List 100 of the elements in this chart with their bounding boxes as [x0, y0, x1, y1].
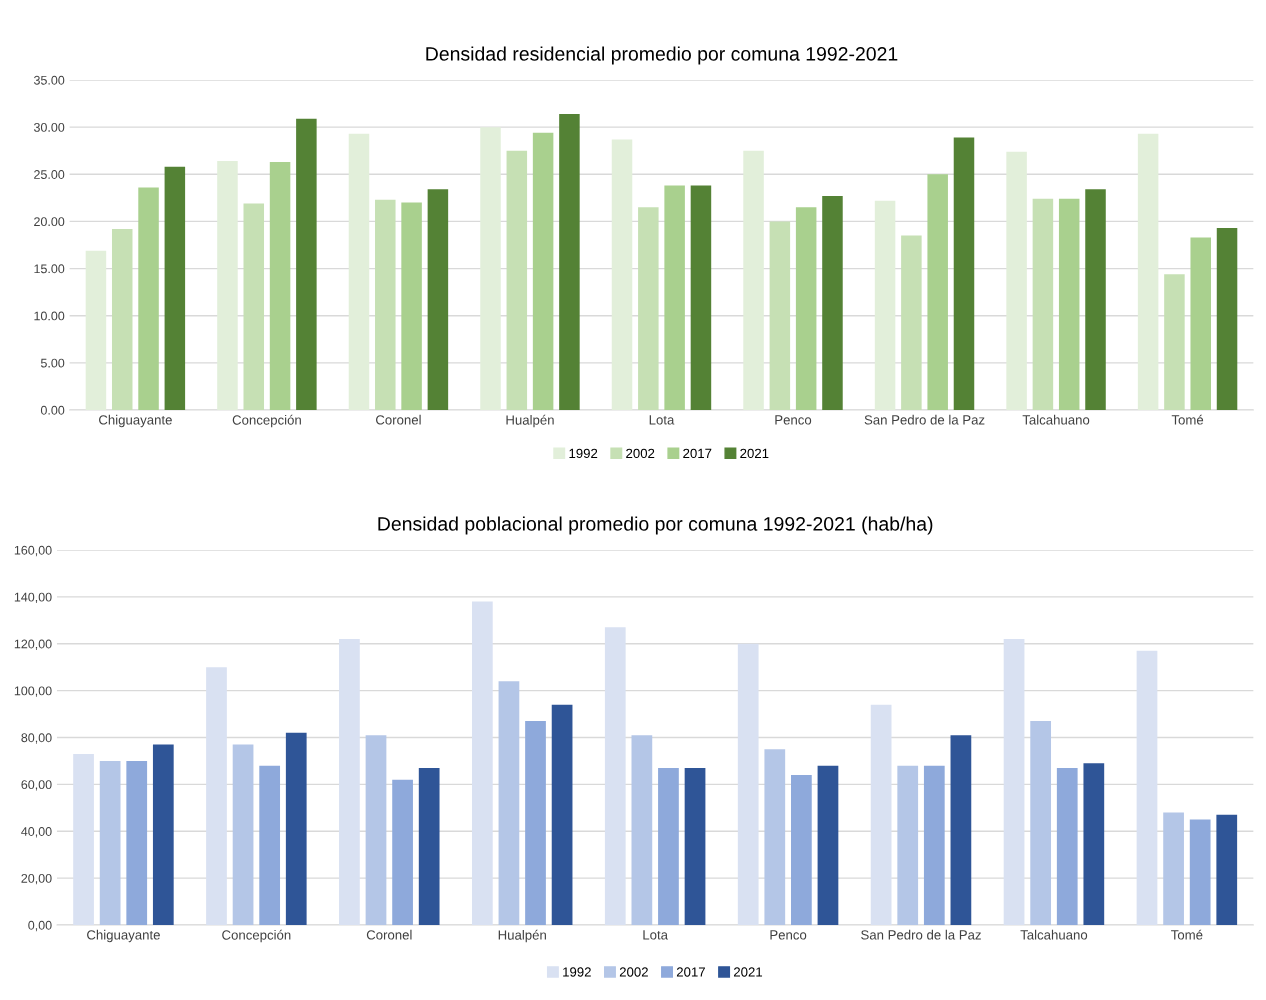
y-tick-label: 20,00	[21, 873, 52, 885]
bar	[631, 735, 653, 925]
bar	[138, 187, 159, 410]
bar	[737, 643, 759, 925]
bar	[551, 704, 573, 925]
bar	[480, 127, 501, 410]
x-tick-label: Penco	[775, 415, 812, 425]
bar	[1003, 639, 1025, 925]
bar	[1163, 812, 1184, 925]
y-tick-label: 160,00	[14, 545, 52, 557]
bar	[1137, 133, 1159, 410]
bar	[99, 760, 121, 925]
bar	[611, 139, 633, 410]
bar	[392, 779, 413, 925]
bar	[769, 221, 791, 410]
bar	[1216, 228, 1238, 410]
bar	[498, 681, 520, 925]
y-tick-label: 60,00	[21, 780, 52, 791]
y-tick-label: 0.00	[40, 405, 65, 415]
y-tick-label: 35.00	[33, 75, 65, 85]
bar	[1083, 763, 1105, 925]
bar	[418, 767, 440, 925]
legend-label: 2021	[733, 967, 763, 977]
bar	[401, 202, 422, 410]
bar	[1085, 189, 1106, 410]
y-tick-label: 20.00	[34, 217, 65, 227]
x-tick-label: San Pedro de la Paz	[861, 929, 981, 940]
bar	[897, 765, 919, 925]
x-tick-label: Hualpén	[506, 414, 554, 428]
bar	[743, 150, 764, 410]
chart-title: Densidad residencial promedio por comuna 1992-2021	[426, 46, 898, 65]
y-tick-label: 80,00	[21, 733, 52, 744]
bar	[874, 200, 896, 410]
bar	[1006, 151, 1027, 410]
bar	[85, 250, 107, 410]
bar	[791, 775, 812, 925]
bar	[427, 189, 449, 410]
bar	[506, 150, 528, 410]
y-tick-label: 30.00	[33, 122, 65, 132]
x-tick-label: Concepción	[232, 414, 301, 428]
bar	[953, 137, 975, 410]
bar	[285, 732, 307, 925]
bar	[1030, 721, 1052, 925]
bar	[870, 704, 892, 925]
y-tick-label: 0,00	[28, 920, 52, 932]
bar	[152, 744, 174, 925]
x-tick-label: Coronel	[376, 414, 421, 425]
bar	[269, 162, 291, 410]
bar	[296, 118, 317, 410]
bar	[243, 203, 265, 410]
x-tick-label: Concepción	[222, 929, 291, 943]
bar	[1136, 650, 1158, 925]
bar	[559, 113, 580, 410]
x-tick-label: Talcahuano	[1020, 929, 1088, 940]
bar	[901, 235, 922, 410]
bar	[664, 185, 685, 410]
bar	[375, 199, 396, 410]
bar	[638, 207, 659, 410]
x-tick-label: Penco	[770, 930, 807, 940]
bar	[365, 735, 387, 925]
bar	[1058, 198, 1080, 410]
bar	[658, 767, 679, 925]
bar	[817, 765, 839, 925]
x-tick-label: Coronel	[366, 929, 412, 940]
y-tick-label: 5.00	[40, 358, 65, 368]
x-tick-label: Chiguayante	[87, 929, 160, 943]
bar	[950, 735, 972, 925]
bar	[764, 749, 786, 925]
bar	[111, 228, 133, 410]
legend-label: 2017	[676, 967, 705, 977]
bar	[1190, 237, 1211, 410]
x-tick-label: Chiguayante	[99, 414, 172, 428]
bar	[217, 161, 238, 410]
x-tick-label: Hualpén	[498, 929, 546, 943]
x-tick-label: Lota	[649, 415, 675, 425]
bar	[923, 765, 945, 925]
bar	[348, 133, 370, 410]
chart-title: Densidad poblacional promedio por comuna 1992-2021 (hab/ha)	[378, 516, 933, 535]
legend-label: 2002	[619, 967, 648, 977]
bar	[259, 765, 281, 925]
legend-label: 1992	[563, 967, 591, 977]
bar	[532, 132, 554, 410]
bar	[1164, 274, 1185, 410]
y-tick-label: 10.00	[34, 311, 65, 321]
bar	[73, 753, 94, 925]
x-tick-label: Tomé	[1171, 929, 1203, 940]
y-tick-label: 15.00	[34, 264, 65, 274]
bar	[126, 760, 148, 925]
bar	[1032, 198, 1054, 410]
bar	[1216, 814, 1238, 925]
legend-label: 2002	[626, 448, 655, 459]
y-tick-label: 40,00	[21, 827, 52, 838]
legend-label: 1992	[569, 448, 598, 459]
bar	[1056, 767, 1078, 925]
x-tick-label: Tomé	[1171, 414, 1204, 425]
bar	[1189, 819, 1211, 925]
y-tick-label: 120,00	[14, 639, 52, 650]
bar	[525, 721, 546, 925]
bar	[684, 767, 706, 925]
bar	[164, 166, 186, 410]
